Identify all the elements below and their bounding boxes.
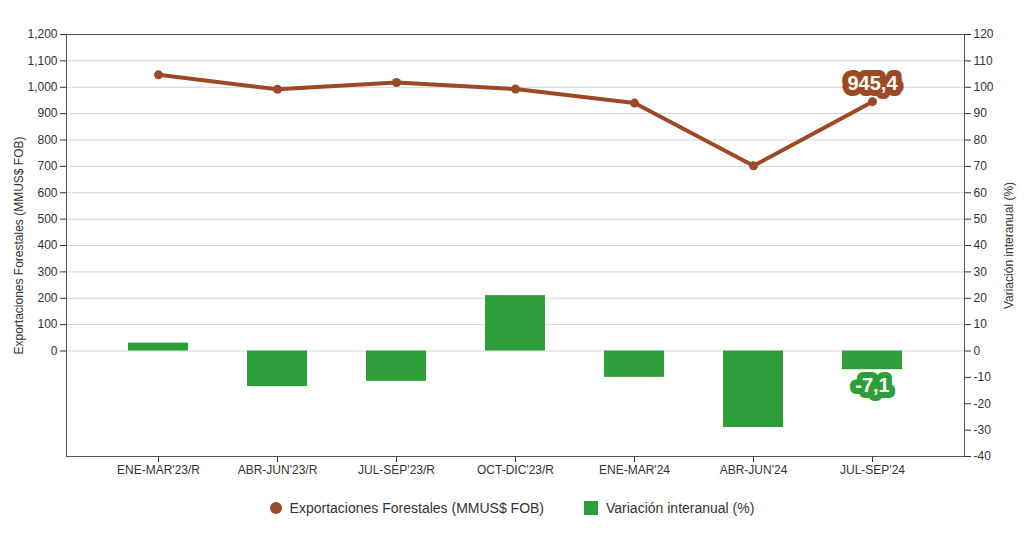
svg-text:-7,1: -7,1 [855, 374, 889, 396]
svg-text:ENE-MAR'24: ENE-MAR'24 [599, 463, 670, 477]
svg-text:400: 400 [37, 238, 57, 252]
svg-text:50: 50 [974, 212, 988, 226]
svg-text:Variación interanual (%): Variación interanual (%) [1002, 182, 1016, 309]
svg-text:900: 900 [37, 106, 57, 120]
svg-text:-20: -20 [974, 397, 992, 411]
svg-text:800: 800 [37, 133, 57, 147]
svg-text:700: 700 [37, 159, 57, 173]
svg-text:30: 30 [974, 265, 988, 279]
svg-text:80: 80 [974, 133, 988, 147]
svg-text:JUL-SEP'23/R: JUL-SEP'23/R [358, 463, 435, 477]
svg-text:1,000: 1,000 [27, 80, 57, 94]
svg-text:10: 10 [974, 317, 988, 331]
svg-text:70: 70 [974, 159, 988, 173]
svg-text:JUL-SEP'24: JUL-SEP'24 [840, 463, 905, 477]
svg-text:200: 200 [37, 291, 57, 305]
svg-text:20: 20 [974, 291, 988, 305]
svg-text:500: 500 [37, 212, 57, 226]
svg-text:Exportaciones Forestales (MMUS: Exportaciones Forestales (MMUS$ FOB) [12, 136, 26, 354]
html-text:Variación interanual (%): Variación interanual (%) [606, 500, 755, 516]
html-text:Exportaciones Forestales (MMUS: Exportaciones Forestales (MMUS$ FOB) [289, 500, 544, 516]
svg-text:110: 110 [974, 54, 993, 68]
svg-text:40: 40 [974, 238, 988, 252]
svg-text:ABR-JUN'23/R: ABR-JUN'23/R [238, 463, 318, 477]
svg-text:OCT-DIC'23/R: OCT-DIC'23/R [477, 463, 554, 477]
svg-text:120: 120 [974, 27, 994, 41]
svg-text:1,100: 1,100 [27, 54, 57, 68]
svg-text:-30: -30 [974, 423, 992, 437]
svg-text:100: 100 [37, 317, 57, 331]
svg-text:ABR-JUN'24: ABR-JUN'24 [720, 463, 788, 477]
svg-text:ENE-MAR'23/R: ENE-MAR'23/R [117, 463, 200, 477]
svg-text:60: 60 [974, 186, 988, 200]
svg-text:300: 300 [37, 265, 57, 279]
svg-text:90: 90 [974, 106, 988, 120]
svg-text:945,4: 945,4 [847, 72, 898, 94]
svg-text:-10: -10 [974, 370, 992, 384]
svg-text:1,200: 1,200 [27, 27, 57, 41]
svg-text:-40: -40 [974, 449, 992, 463]
svg-text:100: 100 [974, 80, 994, 94]
svg-text:0: 0 [974, 344, 981, 358]
svg-text:0: 0 [51, 344, 58, 358]
svg-text:600: 600 [37, 186, 57, 200]
